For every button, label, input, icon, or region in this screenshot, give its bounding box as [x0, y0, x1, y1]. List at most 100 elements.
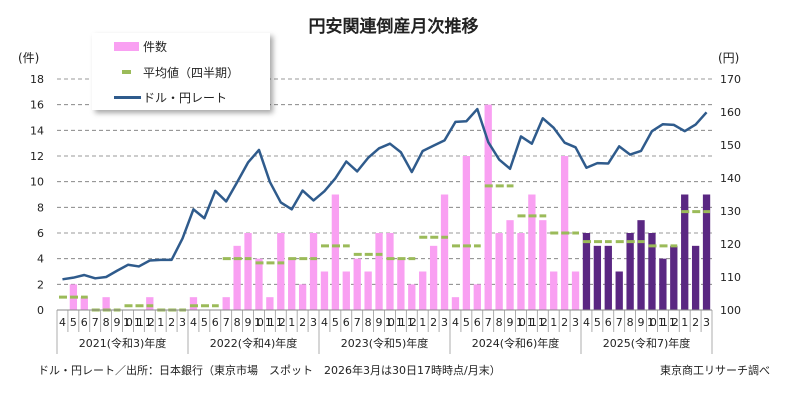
bar	[342, 271, 350, 310]
month-label: 3	[441, 316, 448, 329]
right-tick-label: 140	[720, 172, 741, 185]
month-label: 6	[474, 316, 481, 329]
month-label: 11	[527, 316, 537, 329]
bar	[419, 271, 427, 310]
right-tick-label: 150	[720, 139, 741, 152]
month-label: 11	[265, 316, 275, 329]
bar	[80, 297, 88, 310]
month-label: 2	[299, 316, 306, 329]
month-label: 6	[343, 316, 350, 329]
bar	[517, 233, 525, 310]
bar	[582, 233, 591, 310]
bar	[440, 194, 449, 310]
bar	[550, 271, 558, 310]
month-label: 10	[123, 316, 133, 329]
bar	[495, 233, 503, 310]
month-label: 3	[310, 316, 317, 329]
month-label: 7	[92, 316, 99, 329]
left-tick-label: 16	[30, 99, 44, 112]
right-tick-label: 110	[720, 271, 741, 284]
left-tick-label: 18	[30, 73, 44, 86]
bar	[506, 220, 514, 310]
month-label: 4	[321, 316, 328, 329]
month-label: 4	[452, 316, 459, 329]
bar	[233, 245, 241, 310]
bar	[266, 297, 274, 310]
bar	[288, 258, 296, 310]
bar	[702, 194, 711, 310]
bar	[626, 233, 634, 310]
month-label: 2	[561, 316, 568, 329]
month-label: 11	[396, 316, 406, 329]
month-label: 2	[168, 316, 175, 329]
month-label: 1	[681, 316, 688, 329]
bar	[408, 284, 416, 310]
month-label: 1	[419, 316, 426, 329]
legend-label: ドル・円レート	[143, 90, 228, 105]
legend-item-line: ドル・円レート	[114, 88, 227, 106]
month-label: 7	[485, 316, 492, 329]
bar	[189, 297, 198, 310]
month-label: 1	[288, 316, 295, 329]
left-tick-label: 6	[37, 227, 44, 240]
bar	[244, 233, 252, 310]
legend-swatch-avg	[122, 70, 131, 74]
month-label: 12	[538, 316, 548, 329]
bar	[670, 245, 678, 310]
bar	[222, 297, 230, 310]
right-tick-label: 130	[720, 205, 741, 218]
chart-title: 円安関連倒産月次推移	[308, 17, 479, 37]
month-label: 8	[496, 316, 503, 329]
month-label: 4	[583, 316, 590, 329]
bar	[648, 233, 656, 310]
legend-item-avg: 平均値（四半期）	[114, 63, 239, 81]
month-label: 7	[223, 316, 230, 329]
month-label: 8	[627, 316, 634, 329]
exchange-rate-line	[62, 107, 708, 281]
right-tick-label: 100	[720, 304, 741, 317]
left-tick-label: 0	[37, 304, 44, 317]
month-label: 2	[430, 316, 437, 329]
month-label: 5	[463, 316, 470, 329]
bar	[375, 233, 383, 310]
bar	[615, 271, 623, 310]
bar	[277, 233, 285, 310]
bar	[397, 258, 405, 310]
left-tick-label: 4	[37, 253, 44, 266]
bar	[364, 271, 372, 310]
bar	[320, 271, 329, 310]
left-tick-label: 8	[37, 201, 44, 214]
bar	[681, 194, 689, 310]
left-tick-label: 12	[30, 150, 44, 163]
legend-label: 件数	[143, 39, 168, 54]
month-label: 6	[605, 316, 612, 329]
month-label: 11	[658, 316, 668, 329]
month-label: 6	[81, 316, 88, 329]
month-label: 9	[245, 316, 252, 329]
bar	[659, 258, 667, 310]
fiscal-year-label: 2024(令和6)年度	[472, 336, 560, 350]
month-label: 10	[385, 316, 395, 329]
bar	[604, 245, 612, 310]
fiscal-year-label: 2022(令和4)年度	[210, 336, 298, 350]
legend-swatch-bar	[114, 41, 139, 51]
legend-label: 平均値（四半期）	[143, 65, 240, 80]
month-label: 10	[647, 316, 657, 329]
left-tick-label: 14	[30, 124, 44, 137]
month-label: 8	[234, 316, 241, 329]
left-tick-label: 10	[30, 176, 44, 189]
month-label: 12	[669, 316, 679, 329]
right-axis-unit: (円)	[718, 51, 739, 65]
month-label: 12	[276, 316, 286, 329]
month-label: 5	[70, 316, 77, 329]
bar	[473, 284, 481, 310]
legend-swatch-line	[114, 95, 141, 99]
bar	[539, 220, 547, 310]
month-label: 5	[332, 316, 339, 329]
right-tick-label: 160	[720, 106, 741, 119]
bar	[331, 194, 340, 310]
fiscal-year-label: 2021(令和3)年度	[79, 336, 167, 350]
month-label: 9	[507, 316, 514, 329]
bar	[255, 258, 263, 310]
